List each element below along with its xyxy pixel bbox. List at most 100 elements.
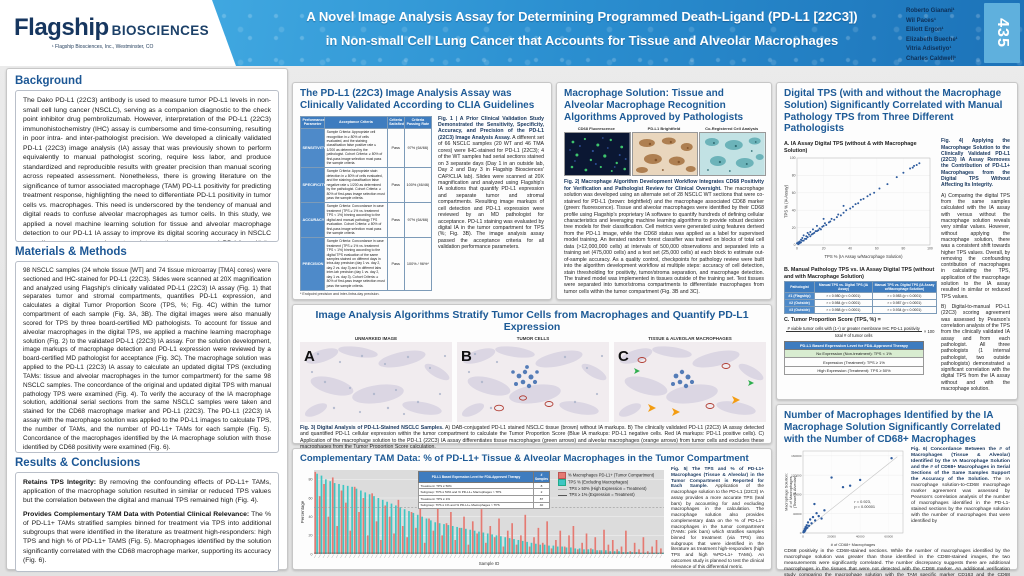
table-footnote: * Endpoint precision and inter-/intra-da… [300, 291, 380, 296]
expression-level-table: PD-L1 Based Expression Level for FDA-App… [784, 340, 924, 376]
legend-item: TPS ≥ 50% (High Expression = Treatment) [558, 486, 664, 492]
bar-chart-canvas: 0 20 40 60 80 Sample ID Percentage [300, 470, 664, 566]
tam-chart-section: Complementary TAM Data: % of PD-L1+ Tiss… [292, 448, 772, 570]
brand-suffix: BIOSCIENCES [111, 23, 210, 38]
red-bar-swatch [558, 472, 566, 480]
results-text: Retains TPS Integrity: By removing the c… [15, 472, 279, 572]
validation-table-wrap: Performance Parameter Acceptance Criteri… [299, 115, 433, 296]
header-banner: A Novel Image Analysis Assay for Determi… [0, 0, 1024, 66]
brightfield-micrograph [631, 132, 699, 177]
svg-text:# of CD68+ Macrophages: # of CD68+ Macrophages [831, 543, 875, 548]
svg-text:20: 20 [822, 247, 826, 251]
co-registered-micrograph [699, 132, 767, 177]
fig5-caption: Fig. 5| The TPS and % of PD-L1+ Macropha… [671, 466, 764, 569]
table-row: Treatment: TPS ≥ 1% 87 [418, 495, 550, 503]
svg-text:80: 80 [792, 174, 796, 178]
author: Wil Paces¹ [906, 17, 936, 24]
svg-text:40000: 40000 [856, 535, 865, 539]
col-header: Acceptance Criteria [324, 115, 388, 129]
col-header: Performance Parameter [299, 115, 326, 129]
table-row: Expression (Treatment): TPS ≥ 1% [784, 357, 924, 367]
panel-letter: C [618, 347, 629, 365]
svg-text:80: 80 [309, 478, 313, 482]
logo-panel: Flagship BIOSCIENCES ¹ Flagship Bioscien… [0, 0, 236, 66]
background-heading: Background [15, 75, 83, 87]
fig6-caption: Fig. 6| Concordance Between the # of Mac… [911, 447, 1011, 525]
table-row: Treatment: TPS ≥ 50% 8 [418, 481, 550, 490]
table-row: SENSITIVITY Sample Criteria: Appropriate… [299, 127, 433, 168]
panel-c-title: C. Tumor Proportion Score (TPS, %) = [784, 317, 881, 324]
svg-text:TPS % (IA Assay w/Macrophage S: TPS % (IA Assay w/Macrophage Solution) [825, 254, 904, 259]
result-item-1: Retains TPS Integrity: By removing the c… [23, 479, 271, 505]
gray-line-swatch [558, 488, 567, 490]
fig1-caption: Fig. 1 | A Prior Clinical Validation Stu… [438, 115, 544, 251]
digital-tps-section: Digital TPS (with and without the Macrop… [776, 82, 1018, 400]
chart-legend: % Macrophages PD-L1+ (Tumor Compartment)… [558, 472, 664, 498]
svg-text:0: 0 [311, 553, 313, 557]
poster-title: A Novel Image Analysis Assay for Determi… [252, 9, 912, 48]
svg-text:20: 20 [309, 534, 313, 538]
svg-text:0: 0 [800, 532, 802, 536]
author: Elliott Ergon¹ [906, 27, 944, 34]
methods-text: 98 NSCLC samples (24 whole tissue [WT] a… [15, 261, 279, 453]
teal-bar-swatch [558, 479, 566, 487]
pathologist-correlation-table: Pathologist Manual TPS vs. Digital TPS (… [784, 281, 937, 315]
table-row: SPECIFICITY Sample Criteria: Appropriate… [299, 166, 433, 203]
validation-table: Performance Parameter Acceptance Criteri… [299, 115, 433, 291]
panel-b-title: B. Manual Pathology TPS vs. IA Assay Dig… [784, 267, 935, 280]
fluorescence-micrograph [564, 132, 631, 177]
stratify-title: Image Analysis Algorithms Stratify Tumor… [315, 309, 749, 334]
svg-text:120000: 120000 [791, 474, 802, 478]
tam-bar-chart: 0 20 40 60 80 Sample ID Percentage PD-L1 Based… [300, 466, 666, 571]
table-row: Subgroup: TPS ≥ 50% and % PD-L1+ Macroph… [418, 488, 550, 496]
table-row: PRECISION Sample Criteria: Concordance i… [299, 236, 433, 291]
fig2-caption: Fig. 2| Macrophage Algorithm Development… [564, 179, 764, 295]
tam-title: Complementary TAM Data: % of PD-L1+ Tiss… [300, 453, 749, 464]
svg-text:40: 40 [309, 515, 313, 519]
svg-text:100: 100 [790, 156, 796, 160]
author-list: Roberto Gianani¹ Wil Paces¹ Elliott Ergo… [906, 7, 978, 65]
result-item-2: Provides Complementary TAM Data with Pot… [23, 510, 271, 564]
panel-macrophages: TISSUE & ALVEOLAR MACROPHAGES [614, 336, 766, 422]
svg-text:60000: 60000 [884, 535, 893, 539]
methods-heading: Materials & Methods [15, 246, 127, 258]
legend-item: TPS ≥ 1% (Expression = Treatment) [558, 492, 664, 498]
stratify-section: Image Analysis Algorithms Stratify Tumor… [292, 304, 772, 450]
svg-text:Sample ID: Sample ID [479, 561, 500, 566]
panel-letter: B [461, 347, 472, 365]
histology-image-a [300, 341, 452, 422]
validation-title: The PD-L1 (22C3) Image Analysis Assay wa… [300, 88, 535, 111]
svg-text:60: 60 [875, 247, 879, 251]
svg-text:60: 60 [792, 191, 796, 195]
poster-number: 435 [993, 18, 1011, 48]
legend-item: TPS % (Excluding Macrophages) [558, 479, 664, 487]
left-column: Background The Dako PD-L1 (22C3) antibod… [6, 68, 288, 572]
dark-line-swatch [558, 494, 567, 496]
svg-text:Percentage: Percentage [300, 500, 305, 523]
col-header: Criteria Satisfied [386, 115, 405, 129]
flagship-logo: Flagship BIOSCIENCES [14, 14, 236, 42]
svg-text:20: 20 [792, 226, 796, 230]
svg-text:20000: 20000 [827, 535, 836, 539]
panel-letter: A [304, 347, 315, 365]
svg-text:0: 0 [802, 535, 804, 539]
cd68-fluorescence-image: CD68 Fluorescence [564, 126, 631, 177]
title-line-2: in Non-small Cell Lung Cancer that Accou… [325, 32, 839, 48]
panel-a-title: A. IA Assay Digital TPS (without & with … [784, 141, 917, 154]
table-row: High Expression (Treatment): TPS ≥ 50% [784, 365, 924, 376]
tam-inset-table: PD-L1 Based Expression Level for FDA-App… [418, 471, 550, 510]
macrophage-solution-section: Macrophage Solution: Tissue and Alveolar… [556, 82, 772, 300]
cd68-section: Number of Macrophages Identified by the … [776, 404, 1018, 576]
svg-text:40000: 40000 [793, 512, 802, 516]
fig6-caption-continued: CD68 positivity in the CD68-stained sect… [784, 549, 1010, 576]
svg-text:Macrophage Solution:: Macrophage Solution: [784, 473, 789, 511]
svg-text:60: 60 [309, 497, 313, 501]
histology-image-c [614, 341, 766, 422]
svg-text:80000: 80000 [793, 493, 802, 497]
svg-text:(Tissue & Alveolar): (Tissue & Alveolar) [792, 475, 797, 508]
histology-image-b [457, 341, 609, 422]
col-header: Criteria Passing Rate [403, 115, 433, 129]
table-row: #3 (Outside) r = 0.958 (p < 0.0001) r = 0.… [784, 306, 937, 315]
